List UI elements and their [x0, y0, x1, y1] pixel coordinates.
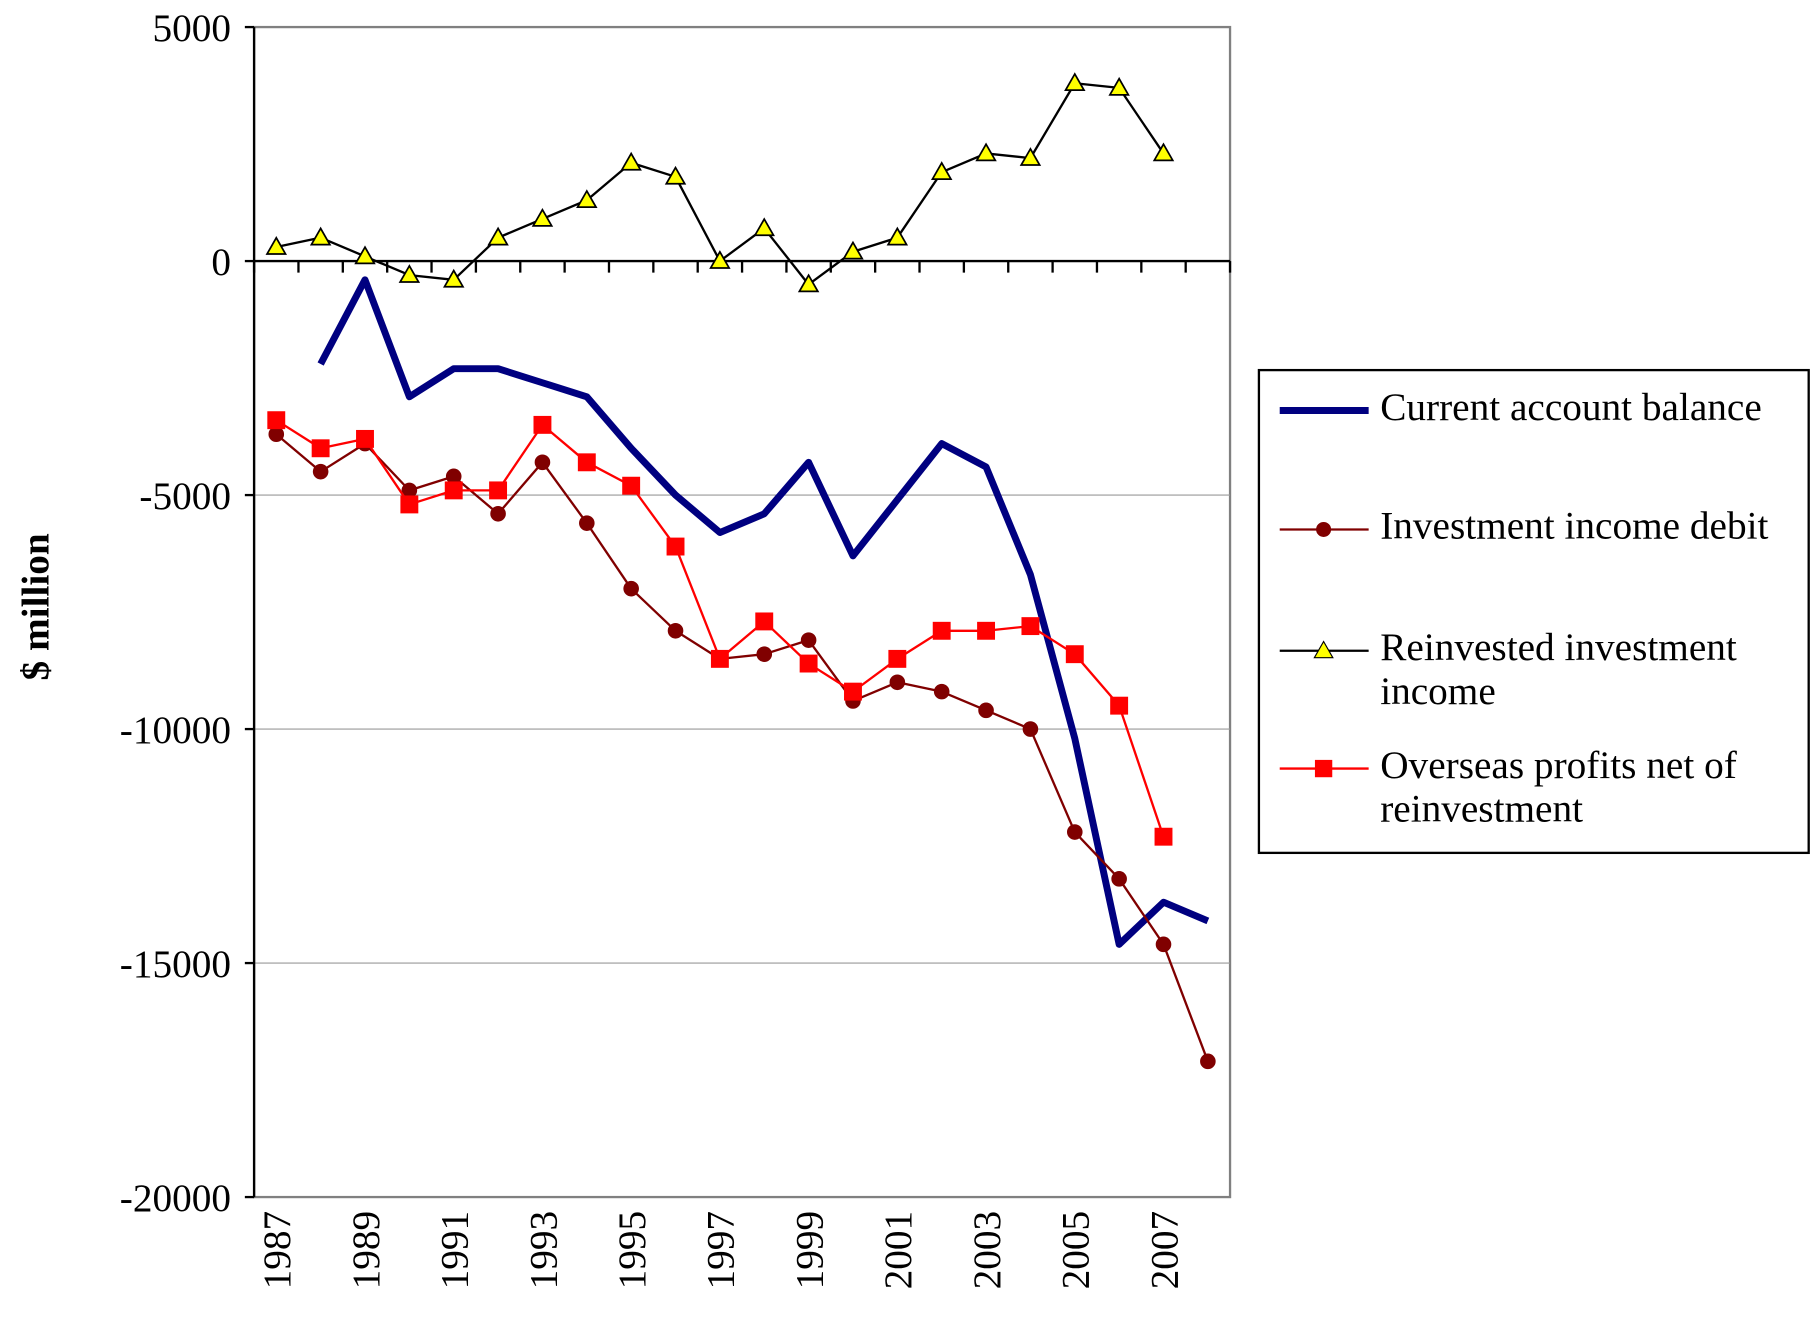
- point: [842, 240, 864, 260]
- point: [1021, 617, 1040, 636]
- point: [489, 481, 508, 500]
- y-tick-label: -5000: [139, 475, 231, 518]
- point: [1108, 76, 1130, 96]
- y-axis-label: $ million: [15, 533, 58, 680]
- x-tick-label: 1993: [522, 1211, 565, 1289]
- point: [1110, 696, 1129, 715]
- x-tick-label: 1991: [434, 1211, 477, 1289]
- point: [490, 505, 506, 522]
- point: [889, 674, 906, 691]
- point: [400, 495, 419, 514]
- point: [309, 226, 332, 246]
- legend-entry: Overseas profits net of reinvestment: [1380, 744, 1737, 831]
- point: [977, 621, 996, 640]
- point: [1154, 827, 1173, 846]
- legend-entry: Reinvested investment income: [1380, 626, 1737, 714]
- point: [797, 273, 820, 293]
- point: [1019, 147, 1042, 166]
- x-tick-label: 2003: [966, 1211, 1009, 1289]
- x-tick-label: 2001: [877, 1211, 920, 1289]
- point: [933, 683, 950, 700]
- point: [1022, 721, 1039, 737]
- point: [844, 682, 862, 701]
- y-tick-label: -15000: [120, 943, 231, 986]
- point: [531, 207, 554, 227]
- point: [623, 580, 639, 597]
- series-line: [317, 276, 1210, 948]
- point: [576, 189, 598, 209]
- point: [268, 426, 285, 443]
- point: [710, 649, 729, 668]
- legend: Current account balance Investment income…: [1279, 386, 1769, 831]
- point: [356, 429, 374, 448]
- y-tick-label: 0: [211, 241, 231, 284]
- point: [667, 622, 684, 639]
- point: [442, 268, 465, 288]
- point: [533, 415, 552, 434]
- y-tick-label: 5000: [152, 7, 231, 50]
- point: [444, 481, 463, 500]
- x-tick-label: 2007: [1143, 1211, 1186, 1290]
- point: [487, 226, 509, 246]
- point: [886, 226, 909, 246]
- point: [1064, 72, 1086, 92]
- point: [755, 612, 774, 631]
- point: [398, 264, 421, 283]
- series-line: [275, 433, 1209, 1062]
- point: [265, 236, 288, 255]
- point: [622, 476, 641, 495]
- x-tick-label: 1989: [345, 1211, 388, 1290]
- legend-box: [1257, 368, 1810, 855]
- point: [1152, 142, 1175, 162]
- point: [1066, 824, 1083, 840]
- point: [978, 702, 994, 719]
- legend-label: Investment income debit: [1380, 505, 1769, 548]
- plot-border: [252, 25, 1232, 1199]
- legend-marker: [1316, 521, 1332, 537]
- point: [1111, 871, 1127, 887]
- point: [930, 161, 953, 180]
- point: [311, 439, 330, 458]
- point: [579, 515, 595, 531]
- point: [1155, 936, 1172, 953]
- legend-label: Current account balance: [1380, 386, 1762, 430]
- legend-entry: Investment income debit: [1380, 505, 1769, 548]
- point: [800, 632, 817, 648]
- point: [666, 537, 685, 556]
- legend-label: Overseas profits net of reinvestment: [1380, 744, 1737, 831]
- x-tick-label: 2005: [1055, 1211, 1098, 1290]
- x-tick-label: 1997: [700, 1211, 743, 1289]
- legend-label: Reinvested investment income: [1380, 626, 1737, 714]
- point: [267, 411, 286, 430]
- x-tick-label: 1987: [256, 1211, 299, 1290]
- plot-area: [244, 25, 1232, 1199]
- y-tick-label: -10000: [120, 709, 231, 752]
- point: [709, 250, 731, 269]
- point: [620, 151, 642, 171]
- legend-marker: [1314, 759, 1333, 778]
- x-tick-label: 1995: [611, 1211, 654, 1290]
- y-tick-label: -20000: [120, 1177, 231, 1220]
- point: [577, 453, 596, 472]
- point: [664, 165, 687, 185]
- point: [1065, 645, 1084, 664]
- point: [932, 621, 951, 640]
- point: [534, 454, 551, 471]
- point: [799, 654, 818, 673]
- point: [756, 646, 773, 662]
- point: [1200, 1053, 1216, 1070]
- point: [312, 463, 329, 480]
- point: [753, 217, 775, 237]
- point: [888, 649, 907, 668]
- point: [354, 245, 376, 265]
- point: [445, 468, 462, 485]
- legend-entry: Current account balance: [1380, 386, 1762, 430]
- x-tick-label: 1999: [788, 1211, 831, 1289]
- point: [975, 142, 997, 162]
- legend-marker: [1313, 640, 1334, 659]
